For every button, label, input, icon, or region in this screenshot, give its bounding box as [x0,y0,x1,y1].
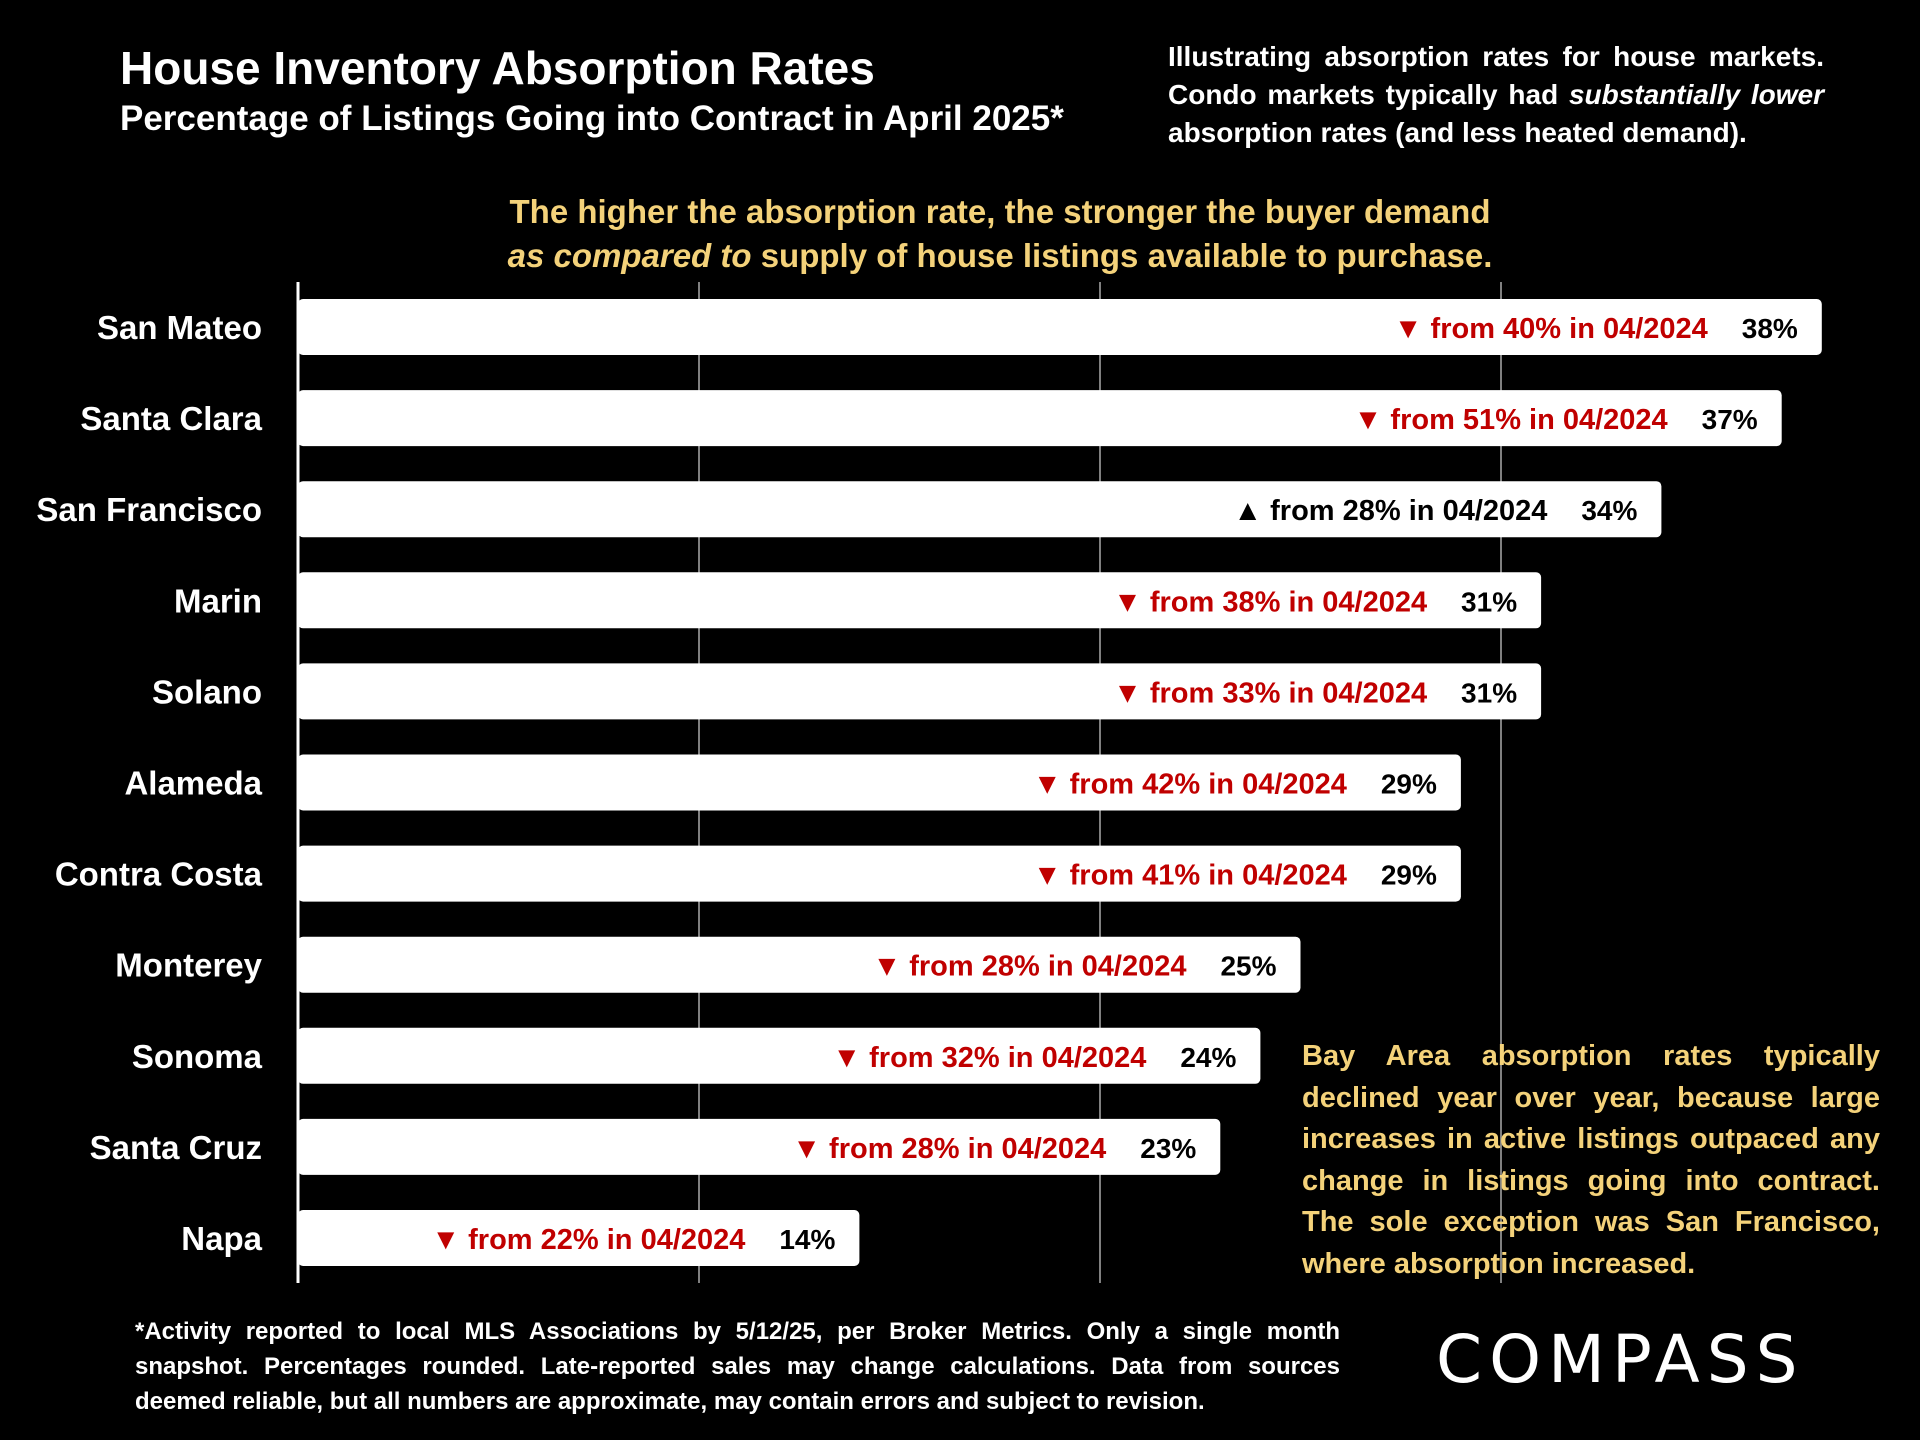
condo-note-emphasis: substantially lower [1568,79,1824,110]
bar-6 [298,845,1461,902]
bar-4 [298,663,1542,720]
prior-year-label-10: ▼ from 22% in 04/2024 [431,1224,745,1256]
category-label-6: Contra Costa [55,856,263,893]
prior-year-label-0: ▼ from 40% in 04/2024 [1394,313,1708,345]
category-label-5: Alameda [124,765,262,802]
value-label-0: 38% [1742,313,1798,344]
value-label-9: 23% [1140,1133,1196,1164]
footnote: *Activity reported to local MLS Associat… [135,1318,1340,1415]
prior-year-label-7: ▼ from 28% in 04/2024 [872,951,1186,983]
chart-subtitle: Percentage of Listings Going into Contra… [120,99,1064,138]
value-label-6: 29% [1381,860,1437,891]
prior-year-label-3: ▼ from 38% in 04/2024 [1113,586,1427,618]
category-label-8: Sonoma [132,1038,263,1075]
category-label-9: Santa Cruz [90,1129,262,1166]
callout-text: Bay Area absorption rates typically decl… [1302,1040,1880,1280]
prior-year-label-8: ▼ from 32% in 04/2024 [832,1042,1146,1074]
category-label-2: San Francisco [36,491,262,528]
tagline-line-1: The higher the absorption rate, the stro… [509,193,1491,230]
tagline-line-2: as compared to supply of house listings … [400,234,1600,278]
value-label-7: 25% [1220,951,1276,982]
value-label-5: 29% [1381,769,1437,800]
bar-5 [298,754,1461,811]
category-label-4: Solano [152,673,262,710]
value-label-2: 34% [1581,495,1637,526]
bar-3 [298,572,1542,629]
bar-9 [298,1118,1221,1175]
bar-8 [298,1027,1261,1084]
prior-year-label-2: ▲ from 28% in 04/2024 [1233,495,1547,527]
bar-0 [298,299,1822,355]
prior-year-label-4: ▼ from 33% in 04/2024 [1113,677,1427,709]
tagline-emphasis: as compared to [507,237,752,274]
chart-title: House Inventory Absorption Rates [120,42,875,94]
condo-note-text-a: Illustrating absorption rates for house … [1168,41,1824,110]
prior-year-label-6: ▼ from 41% in 04/2024 [1033,860,1347,892]
category-label-7: Monterey [115,947,262,984]
tagline-line-2-rest: supply of house listings available to pu… [751,237,1493,274]
tagline: The higher the absorption rate, the stro… [400,190,1600,278]
bar-1 [298,390,1782,447]
category-label-1: Santa Clara [80,400,262,437]
category-label-0: San Mateo [97,309,262,346]
prior-year-label-9: ▼ from 28% in 04/2024 [792,1133,1106,1165]
category-label-3: Marin [174,582,262,619]
value-label-4: 31% [1461,677,1517,708]
prior-year-label-1: ▼ from 51% in 04/2024 [1354,404,1668,436]
bar-7 [298,936,1301,993]
value-label-10: 14% [779,1224,835,1255]
bar-2 [298,481,1662,538]
value-label-3: 31% [1461,586,1517,617]
value-label-8: 24% [1180,1042,1236,1073]
bar-10 [298,1210,860,1266]
condo-note: Illustrating absorption rates for house … [1168,38,1824,152]
value-label-1: 37% [1702,404,1758,435]
prior-year-label-5: ▼ from 42% in 04/2024 [1033,769,1347,801]
compass-logo: COMPASS [1436,1321,1805,1398]
category-label-10: Napa [181,1220,262,1257]
condo-note-text-b: absorption rates (and less heated demand… [1168,117,1747,148]
